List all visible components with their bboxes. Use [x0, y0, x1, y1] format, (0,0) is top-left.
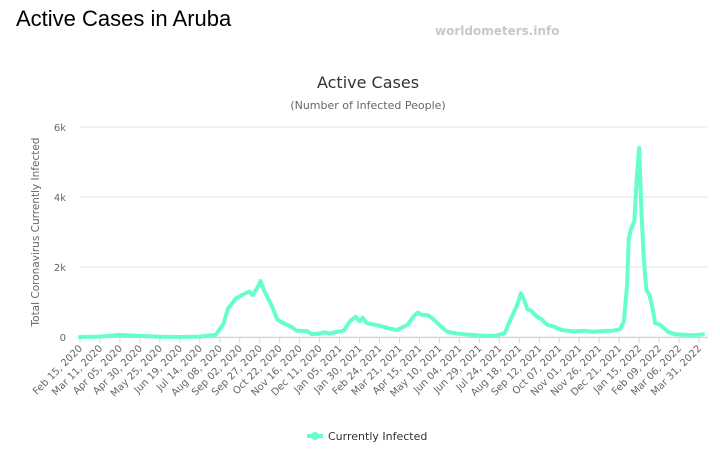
- legend-marker: [311, 432, 319, 440]
- y-tick-label: 6k: [54, 123, 66, 134]
- gridlines: [80, 126, 708, 338]
- y-tick-label: 0: [60, 333, 66, 344]
- watermark: worldometers.info: [435, 24, 560, 38]
- series-group: [78, 146, 705, 339]
- chart-subtitle: (Number of Infected People): [290, 99, 445, 112]
- legend-label[interactable]: Currently Infected: [328, 430, 427, 443]
- y-tick-label: 2k: [54, 263, 66, 274]
- chart-title: Active Cases: [317, 73, 419, 92]
- y-axis-label: Total Coronavirus Currently Infected: [30, 138, 42, 328]
- y-tick-label: 4k: [54, 193, 66, 204]
- y-axis-ticks: 0 2k 4k 6k: [54, 123, 66, 344]
- page-title: Active Cases in Aruba: [16, 6, 232, 31]
- series-line-currently-infected: [78, 146, 705, 339]
- legend[interactable]: Currently Infected: [307, 430, 427, 443]
